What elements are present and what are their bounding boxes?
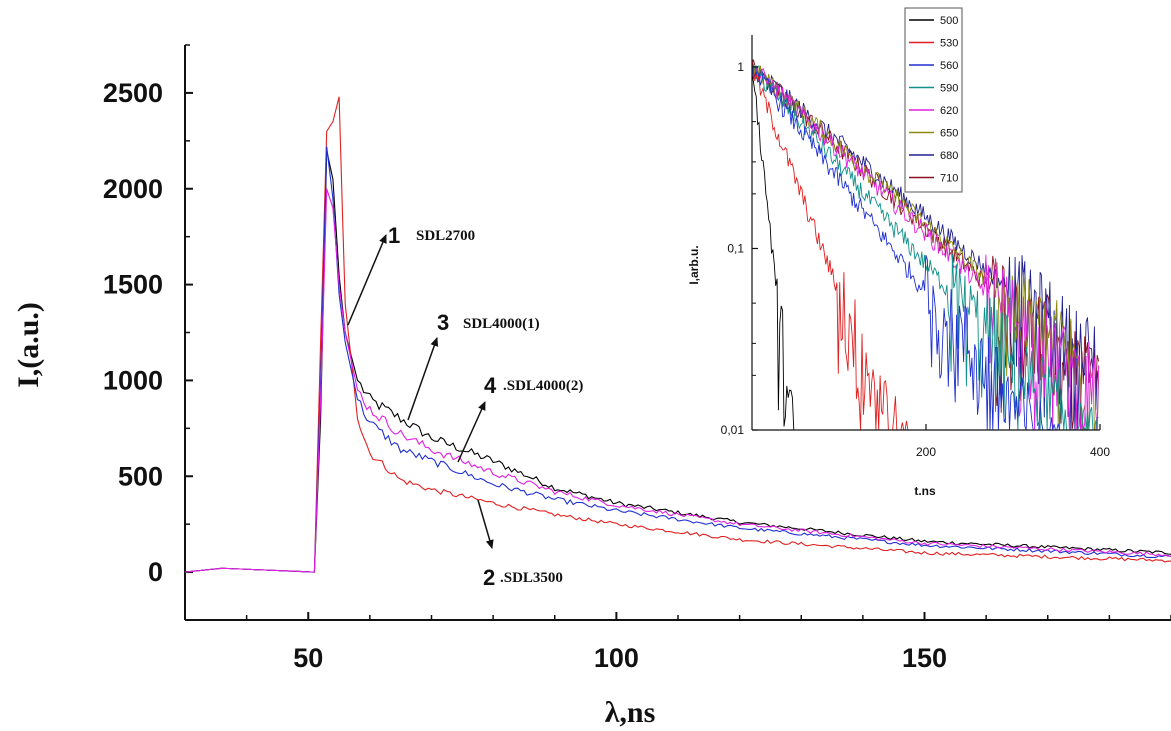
- y-tick-label: 2000: [103, 174, 163, 204]
- series-line-1: [184, 150, 1171, 573]
- x-tick-label: 100: [594, 643, 639, 673]
- legend-label-500: 500: [940, 15, 958, 27]
- annotation-3-arrow: [407, 337, 439, 421]
- inset-x-tick-label: 400: [1090, 445, 1110, 459]
- inset-x-tick-label: 200: [916, 445, 936, 459]
- annotation-4-label: .SDL4000(2): [503, 378, 583, 394]
- annotations: 1 SDL2700 3 SDL4000(1) 4 .SDL4000(2) 2 .…: [347, 223, 583, 590]
- legend-box: [904, 7, 963, 193]
- annotation-3-label: SDL4000(1): [463, 316, 540, 332]
- main-series: [184, 96, 1171, 573]
- x-tick-label: 50: [293, 643, 323, 673]
- y-axis-title: I,(a.u.): [12, 302, 45, 388]
- inset-y-axis-title: I,arb.u.: [687, 245, 701, 284]
- annotation-2-arrow: [477, 499, 494, 549]
- annotation-3-number: 3: [437, 310, 449, 335]
- legend-label-710: 710: [940, 173, 958, 185]
- y-tick-label: 2500: [103, 78, 163, 108]
- y-tick-label: 500: [118, 461, 163, 491]
- main-ticks: [184, 44, 1171, 621]
- inset-legend: 500 530 560 590 620 650 680 710: [904, 7, 963, 193]
- inset-series-line-560: [751, 60, 1099, 431]
- annotation-4-number: 4: [484, 373, 497, 398]
- inset-x-axis-title: t.ns: [914, 484, 936, 498]
- series-line-4: [184, 188, 1171, 573]
- annotation-1-label: SDL2700: [416, 228, 475, 244]
- series-line-2: [184, 96, 1171, 573]
- x-axis-title: λ,ns: [605, 696, 656, 729]
- y-tick-label: 1000: [103, 365, 163, 395]
- legend-label-590: 590: [940, 83, 958, 95]
- inset-y-tick-label: 0,1: [727, 241, 744, 255]
- y-tick-label: 0: [148, 557, 163, 587]
- legend-label-650: 650: [940, 128, 958, 140]
- legend-label-620: 620: [940, 105, 958, 117]
- series-line-3: [184, 146, 1171, 573]
- annotation-1-arrow: [347, 234, 387, 326]
- legend-label-560: 560: [940, 60, 958, 72]
- annotation-1-number: 1: [388, 223, 400, 248]
- inset-chart: 200 400 1 0,1 0,01 I,arb.u. t.ns 500 530 560 59…: [687, 7, 1111, 498]
- legend-label-680: 680: [940, 150, 958, 162]
- annotation-2-number: 2: [483, 565, 495, 590]
- legend-label-530: 530: [940, 38, 958, 50]
- inset-ticks: [752, 66, 1101, 431]
- x-tick-label: 150: [902, 643, 947, 673]
- inset-series-line-680: [751, 62, 1100, 431]
- inset-y-tick-label: 1: [737, 60, 744, 74]
- inset-tick-labels: 200 400 1 0,1 0,01: [721, 60, 1111, 459]
- inset-y-tick-label: 0,01: [721, 423, 745, 437]
- annotation-4-arrow: [457, 401, 486, 463]
- annotation-2-label: .SDL3500: [500, 570, 563, 586]
- y-tick-label: 1500: [103, 270, 163, 300]
